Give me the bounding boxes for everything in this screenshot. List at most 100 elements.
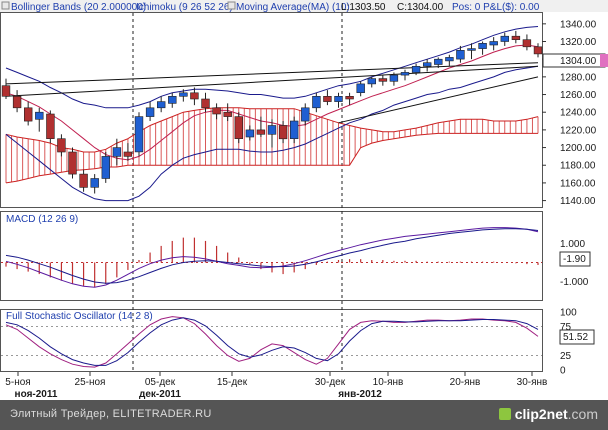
candle-up[interactable] <box>334 96 343 102</box>
price-axis-label: 1280.00 <box>560 72 597 83</box>
header-ma-icon[interactable] <box>227 1 236 10</box>
candle-up[interactable] <box>422 62 432 67</box>
stoch-panel[interactable] <box>0 309 543 372</box>
candle-up[interactable] <box>168 96 177 104</box>
candle-down[interactable] <box>57 138 66 153</box>
candle-up[interactable] <box>145 107 155 117</box>
macd-panel[interactable] <box>0 211 543 301</box>
candle-down[interactable] <box>190 92 199 100</box>
price-axis-label: 1140.00 <box>560 196 596 207</box>
macd-axis-label: 1.000 <box>560 239 585 250</box>
header-ichimoku[interactable]: Ichimoku (9 26 52 26) <box>136 2 233 13</box>
macd-title[interactable]: MACD (12 26 9) <box>6 214 78 225</box>
candle-up[interactable] <box>467 48 476 51</box>
header-expand-icon[interactable] <box>1 1 10 10</box>
header-last: L:1303.50 <box>341 2 386 13</box>
candle-down[interactable] <box>234 116 243 139</box>
footer: Элитный Трейдер, ELITETRADER.RU clip2net… <box>0 400 608 430</box>
header-pos: Pos: 0 P&L($): 0.00 <box>452 2 540 13</box>
stoch-title[interactable]: Full Stochastic Oscillator (14 2 8) <box>6 311 153 322</box>
candle-up[interactable] <box>411 66 421 73</box>
candle-up[interactable] <box>289 120 299 140</box>
candle-down[interactable] <box>1 85 11 97</box>
x-axis-month-label: янв-2012 <box>338 389 382 400</box>
candle-down[interactable] <box>46 113 55 140</box>
header-bar <box>0 0 608 12</box>
header-ma[interactable]: Moving Average(MA) (10) <box>236 2 350 13</box>
cloud-bottom-line <box>5 132 538 184</box>
x-axis-day-label: 20-янв <box>450 377 481 388</box>
x-axis-day-label: 05-дек <box>145 377 176 388</box>
x-axis-day-label: 5-ноя <box>5 377 30 388</box>
macd-signal-line <box>5 228 539 284</box>
candle-up[interactable] <box>157 101 166 109</box>
candle-up[interactable] <box>245 129 255 138</box>
candle-down[interactable] <box>223 111 232 117</box>
candle-down[interactable] <box>201 98 210 109</box>
candle-down[interactable] <box>533 46 543 55</box>
footer-text: Элитный Трейдер, ELITETRADER.RU <box>10 408 212 420</box>
candle-up[interactable] <box>179 92 188 97</box>
candle-up[interactable] <box>400 72 410 76</box>
candle-up[interactable] <box>445 57 454 62</box>
price-axis-label: 1220.00 <box>560 125 597 136</box>
x-axis-day-label: 15-дек <box>217 377 248 388</box>
candle-up[interactable] <box>90 178 99 188</box>
candle-up[interactable] <box>301 107 310 122</box>
candle-up[interactable] <box>101 156 111 179</box>
candle-up[interactable] <box>389 74 399 82</box>
price-axis-label: 1240.00 <box>560 108 597 119</box>
candle-up[interactable] <box>134 116 144 153</box>
trend-line-1 <box>5 65 539 97</box>
x-axis-day-label: 10-янв <box>373 377 404 388</box>
price-accent-marker <box>600 54 608 67</box>
trend-line-3 <box>338 76 539 124</box>
x-axis-month-label: дек-2011 <box>139 389 181 400</box>
candle-down[interactable] <box>378 78 388 82</box>
logo-main: clip2net <box>514 406 568 422</box>
x-axis-month-label: ноя-2011 <box>15 389 58 400</box>
x-axis-day-label: 30-янв <box>517 377 548 388</box>
price-axis-label: 1340.00 <box>560 19 597 30</box>
current-macd-label: -1.90 <box>563 254 586 265</box>
candle-down[interactable] <box>278 125 288 140</box>
chart-canvas[interactable]: Bollinger Bands (20 2.000000) Ichimoku (… <box>0 0 608 400</box>
stoch-axis-label: 75 <box>560 322 572 333</box>
candle-up[interactable] <box>456 49 465 60</box>
candle-down[interactable] <box>79 173 88 188</box>
candle-up[interactable] <box>367 78 376 85</box>
candle-down[interactable] <box>522 39 532 48</box>
price-axis-label: 1260.00 <box>560 90 597 101</box>
stoch-axis-label: 25 <box>560 351 572 362</box>
candle-up[interactable] <box>312 96 321 109</box>
candle-up[interactable] <box>267 125 277 135</box>
stoch-d-line <box>5 317 539 366</box>
candle-up[interactable] <box>434 58 443 65</box>
header-bollinger[interactable]: Bollinger Bands (20 2.000000) <box>11 2 146 13</box>
candle-down[interactable] <box>68 151 77 175</box>
candle-up[interactable] <box>35 111 44 120</box>
candle-down[interactable] <box>123 151 133 157</box>
lower-band-line <box>5 65 539 202</box>
candle-down[interactable] <box>23 107 33 122</box>
candle-up[interactable] <box>112 147 122 157</box>
current-stoch-label: 51.52 <box>563 332 588 343</box>
clip2net-logo-icon <box>498 408 511 420</box>
candle-down[interactable] <box>12 96 22 109</box>
candle-down[interactable] <box>256 129 266 135</box>
candle-up[interactable] <box>489 41 498 46</box>
candle-up[interactable] <box>500 35 509 42</box>
candle-up[interactable] <box>478 42 487 49</box>
candle-down[interactable] <box>345 96 354 100</box>
candle-down[interactable] <box>212 107 221 115</box>
current-macd-marker <box>559 251 591 267</box>
macd-axis-label: -1.000 <box>560 277 589 288</box>
logo-suffix: .com <box>567 406 598 422</box>
clip2net-logo[interactable]: clip2net.com <box>498 406 598 422</box>
candle-up[interactable] <box>356 83 365 94</box>
candle-down[interactable] <box>511 35 521 41</box>
cloud-top-line <box>5 107 539 153</box>
price-axis-label: 1160.00 <box>560 178 596 189</box>
candle-down[interactable] <box>323 96 332 102</box>
stoch-axis-label: 100 <box>560 308 577 319</box>
